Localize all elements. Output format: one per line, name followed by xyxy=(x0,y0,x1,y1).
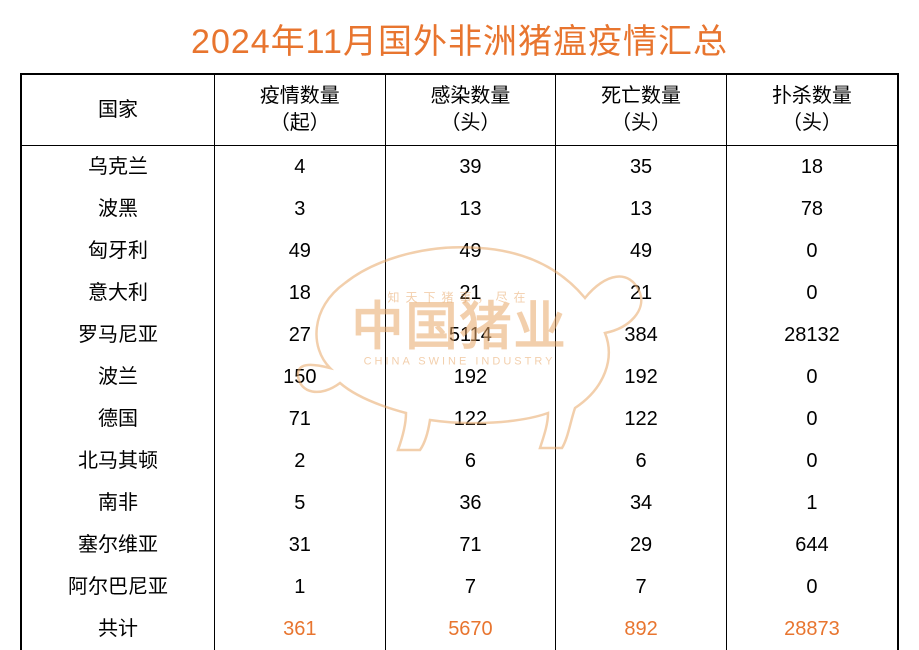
cell-deaths: 35 xyxy=(556,146,727,189)
cell-culled: 78 xyxy=(726,188,897,230)
col-deaths: 死亡数量（头） xyxy=(556,75,727,146)
cell-country: 北马其顿 xyxy=(22,440,215,482)
cell-country: 意大利 xyxy=(22,272,215,314)
col-culled: 扑杀数量（头） xyxy=(726,75,897,146)
table-row: 波黑3131378 xyxy=(22,188,897,230)
cell-country: 塞尔维亚 xyxy=(22,524,215,566)
cell-total-culled: 28873 xyxy=(726,608,897,650)
cell-deaths: 192 xyxy=(556,356,727,398)
cell-deaths: 49 xyxy=(556,230,727,272)
table-row: 乌克兰4393518 xyxy=(22,146,897,189)
cell-outbreaks: 2 xyxy=(215,440,386,482)
cell-country: 阿尔巴尼亚 xyxy=(22,566,215,608)
cell-outbreaks: 3 xyxy=(215,188,386,230)
table-body: 乌克兰4393518波黑3131378匈牙利4949490意大利1821210罗… xyxy=(22,146,897,650)
cell-outbreaks: 49 xyxy=(215,230,386,272)
table-header: 国家 疫情数量（起） 感染数量（头） 死亡数量（头） 扑杀数量（头） xyxy=(22,75,897,146)
table-total-row: 共计361567089228873 xyxy=(22,608,897,650)
cell-culled: 0 xyxy=(726,272,897,314)
cell-culled: 0 xyxy=(726,356,897,398)
table-row: 罗马尼亚27511438428132 xyxy=(22,314,897,356)
cell-deaths: 384 xyxy=(556,314,727,356)
cell-infected: 39 xyxy=(385,146,556,189)
cell-infected: 36 xyxy=(385,482,556,524)
page-title: 2024年11月国外非洲猪瘟疫情汇总 xyxy=(0,0,919,73)
cell-deaths: 21 xyxy=(556,272,727,314)
cell-country: 德国 xyxy=(22,398,215,440)
cell-infected: 192 xyxy=(385,356,556,398)
cell-country: 乌克兰 xyxy=(22,146,215,189)
cell-total-infected: 5670 xyxy=(385,608,556,650)
table-container: 知天下猪事，尽在 中国猪业 CHINA SWINE INDUSTRY 国家 疫情… xyxy=(20,73,899,650)
cell-outbreaks: 71 xyxy=(215,398,386,440)
table-row: 南非536341 xyxy=(22,482,897,524)
cell-outbreaks: 150 xyxy=(215,356,386,398)
table-row: 匈牙利4949490 xyxy=(22,230,897,272)
cell-deaths: 7 xyxy=(556,566,727,608)
cell-culled: 0 xyxy=(726,230,897,272)
cell-infected: 21 xyxy=(385,272,556,314)
cell-deaths: 122 xyxy=(556,398,727,440)
col-infected: 感染数量（头） xyxy=(385,75,556,146)
cell-outbreaks: 27 xyxy=(215,314,386,356)
cell-infected: 5114 xyxy=(385,314,556,356)
cell-outbreaks: 31 xyxy=(215,524,386,566)
table-row: 北马其顿2660 xyxy=(22,440,897,482)
cell-culled: 644 xyxy=(726,524,897,566)
cell-infected: 122 xyxy=(385,398,556,440)
cell-culled: 18 xyxy=(726,146,897,189)
cell-culled: 0 xyxy=(726,398,897,440)
table-row: 波兰1501921920 xyxy=(22,356,897,398)
cell-country: 匈牙利 xyxy=(22,230,215,272)
table-row: 意大利1821210 xyxy=(22,272,897,314)
cell-total-outbreaks: 361 xyxy=(215,608,386,650)
cell-infected: 13 xyxy=(385,188,556,230)
cell-infected: 7 xyxy=(385,566,556,608)
table-row: 德国711221220 xyxy=(22,398,897,440)
cell-deaths: 29 xyxy=(556,524,727,566)
cell-culled: 0 xyxy=(726,566,897,608)
cell-total-deaths: 892 xyxy=(556,608,727,650)
cell-deaths: 6 xyxy=(556,440,727,482)
cell-infected: 71 xyxy=(385,524,556,566)
cell-culled: 28132 xyxy=(726,314,897,356)
cell-country: 波兰 xyxy=(22,356,215,398)
cell-outbreaks: 5 xyxy=(215,482,386,524)
cell-country: 南非 xyxy=(22,482,215,524)
table-row: 阿尔巴尼亚1770 xyxy=(22,566,897,608)
data-table: 国家 疫情数量（起） 感染数量（头） 死亡数量（头） 扑杀数量（头） 乌克兰43… xyxy=(22,75,897,650)
cell-culled: 0 xyxy=(726,440,897,482)
cell-deaths: 34 xyxy=(556,482,727,524)
cell-total-label: 共计 xyxy=(22,608,215,650)
cell-infected: 49 xyxy=(385,230,556,272)
table-row: 塞尔维亚317129644 xyxy=(22,524,897,566)
cell-country: 波黑 xyxy=(22,188,215,230)
cell-culled: 1 xyxy=(726,482,897,524)
cell-country: 罗马尼亚 xyxy=(22,314,215,356)
col-outbreaks: 疫情数量（起） xyxy=(215,75,386,146)
cell-outbreaks: 4 xyxy=(215,146,386,189)
cell-outbreaks: 1 xyxy=(215,566,386,608)
cell-outbreaks: 18 xyxy=(215,272,386,314)
cell-infected: 6 xyxy=(385,440,556,482)
cell-deaths: 13 xyxy=(556,188,727,230)
col-country: 国家 xyxy=(22,75,215,146)
